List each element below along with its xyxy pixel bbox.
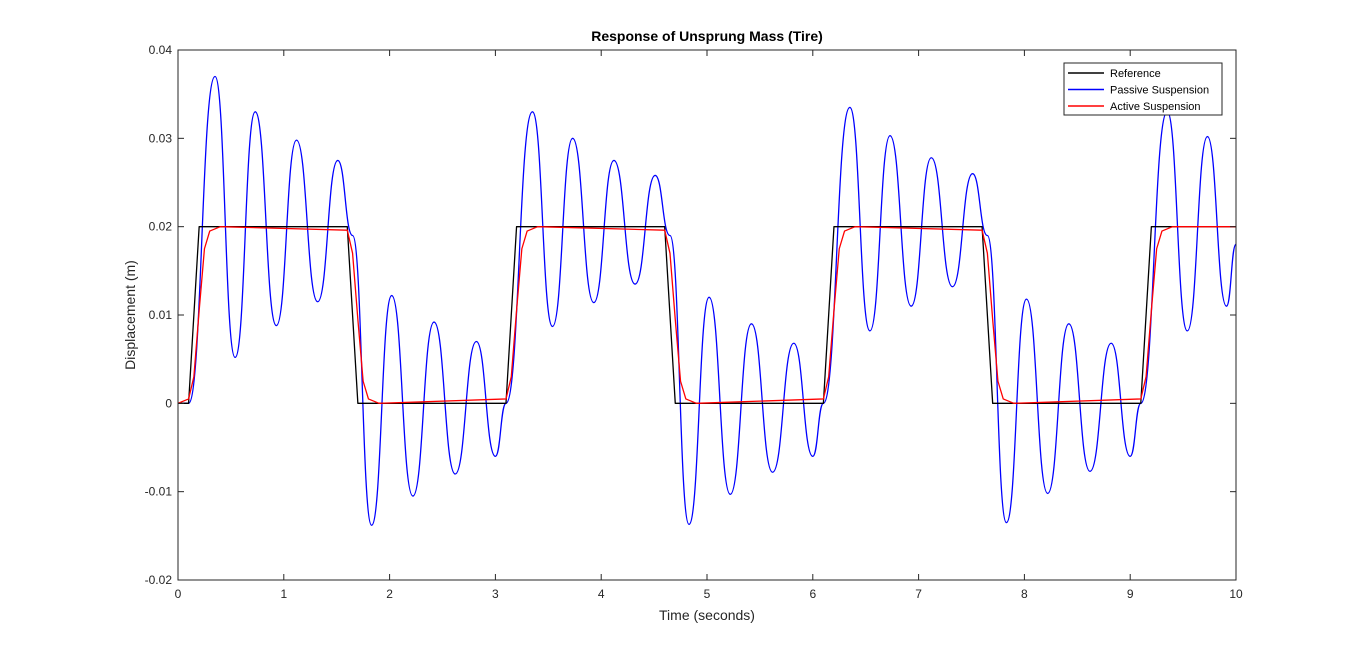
x-tick-label: 3 <box>492 587 499 601</box>
y-tick-label: -0.02 <box>145 573 173 587</box>
legend-label-active-suspension: Active Suspension <box>1110 101 1201 113</box>
y-axis-title: Displacement (m) <box>122 260 138 370</box>
y-tick-label: 0.04 <box>149 43 173 57</box>
legend[interactable]: Reference Passive Suspension Active Suspen… <box>1063 62 1223 116</box>
x-tick-label: 0 <box>175 587 182 601</box>
x-tick-label: 6 <box>809 587 816 601</box>
x-axis-title: Time (seconds) <box>659 607 755 623</box>
x-tick-label: 10 <box>1229 587 1243 601</box>
x-tick-label: 2 <box>386 587 393 601</box>
x-tick-label: 9 <box>1127 587 1134 601</box>
tick-layer: 0 1 2 3 4 5 6 7 8 9 10 -0.02 -0.01 0 0.01 0.02 0.03 0.04 <box>145 43 1243 601</box>
x-tick-label: 1 <box>280 587 287 601</box>
y-tick-label: 0 <box>165 396 172 410</box>
chart-title: Response of Unsprung Mass (Tire) <box>591 28 823 44</box>
series-layer <box>177 75 1237 526</box>
legend-label-reference: Reference <box>1110 68 1161 80</box>
x-tick-label: 7 <box>915 587 922 601</box>
series-line-active-suspension <box>177 226 1236 404</box>
y-tick-label: -0.01 <box>145 485 173 499</box>
plot-area <box>178 50 1236 580</box>
y-tick-label: 0.01 <box>149 308 173 322</box>
y-tick-label: 0.02 <box>149 220 173 234</box>
y-tick-label: 0.03 <box>149 131 173 145</box>
axes-box <box>177 49 1237 581</box>
legend-label-passive-suspension: Passive Suspension <box>1110 85 1209 97</box>
x-tick-label: 4 <box>598 587 605 601</box>
x-tick-label: 8 <box>1021 587 1028 601</box>
series-line-passive-suspension <box>178 75 1237 526</box>
x-tick-label: 5 <box>704 587 711 601</box>
series-line-reference <box>178 226 1236 404</box>
